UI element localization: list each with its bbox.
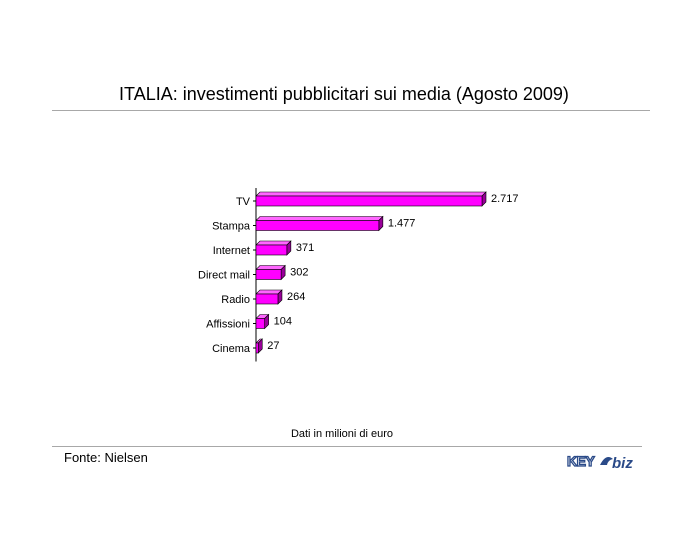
value-label: 264 [287, 291, 305, 303]
bar-top-face [255, 265, 286, 270]
bar-top-face [255, 191, 487, 197]
value-label: 27 [267, 340, 279, 352]
source-note: Fonte: Nielsen [64, 450, 148, 465]
title-divider [52, 110, 650, 111]
bar [255, 220, 380, 231]
category-label: Cinema [212, 343, 251, 355]
bar [255, 318, 265, 329]
value-label: 104 [274, 316, 292, 328]
value-label: 2.717 [491, 193, 519, 205]
logo-mark: KEY biz [566, 452, 633, 472]
value-label: 1.477 [388, 218, 416, 230]
category-label: Stampa [212, 221, 251, 233]
value-label: 302 [290, 267, 308, 279]
bar [255, 293, 279, 305]
category-label: Radio [221, 294, 250, 306]
bar [255, 244, 288, 256]
category-label: Internet [213, 245, 250, 257]
svg-text:biz: biz [612, 455, 633, 472]
category-label: Affissioni [206, 319, 250, 331]
units-note: Dati in milioni di euro [290, 428, 394, 440]
category-label: TV [236, 196, 251, 208]
chart-title: ITALIA: investimenti pubblicitari sui me… [119, 84, 569, 104]
bar-top-face [255, 240, 292, 246]
bar-top-face [255, 216, 384, 221]
footer-divider [52, 446, 642, 447]
svg-text:KEY: KEY [567, 453, 595, 469]
bar [255, 269, 282, 280]
bar-top-face [255, 289, 283, 295]
value-label: 371 [296, 242, 314, 254]
category-label: Direct mail [198, 270, 250, 282]
key4biz-logo: KEY biz [566, 452, 633, 472]
bar [255, 342, 259, 354]
bar [255, 195, 483, 207]
